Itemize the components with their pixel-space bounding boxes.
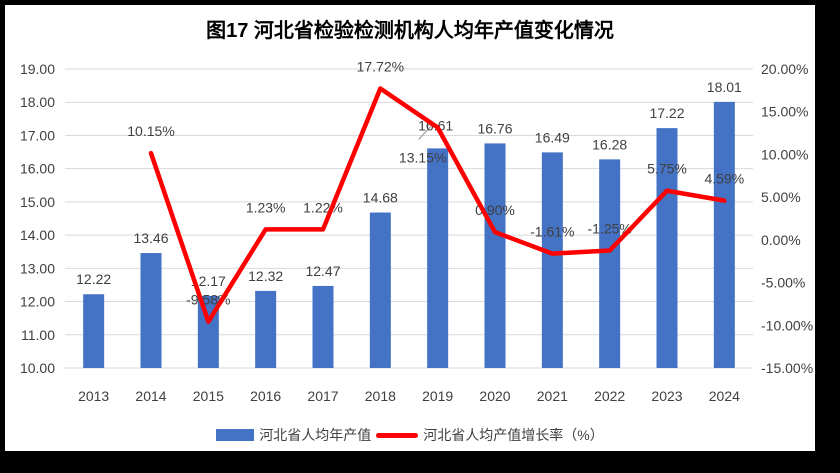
- label-leader-line-2019: [418, 124, 433, 140]
- x-axis-label-2019: 2019: [422, 388, 453, 404]
- left-axis-tick: 16.00: [20, 161, 55, 177]
- bar-2022: [599, 159, 621, 368]
- line-label-2021: -1.61%: [530, 224, 574, 240]
- legend-line-swatch-icon: [376, 432, 419, 438]
- legend-bar-label: 河北省人均年产值: [259, 427, 372, 443]
- bar-label-2013: 12.22: [76, 271, 111, 287]
- bar-2019: [427, 148, 449, 368]
- line-label-2016: 1.23%: [246, 199, 286, 215]
- right-axis-tick: 5.00%: [761, 189, 801, 205]
- bar-label-2015: 12.17: [191, 273, 226, 289]
- bar-label-2022: 16.28: [592, 136, 627, 152]
- left-axis-tick: 17.00: [20, 127, 55, 143]
- right-axis-tick: -5.00%: [761, 275, 805, 291]
- right-axis-tick: 10.00%: [761, 146, 808, 162]
- line-label-2017: 1.22%: [303, 199, 343, 215]
- bar-2017: [312, 285, 334, 368]
- line-label-2014: 10.15%: [127, 123, 174, 139]
- left-axis-tick: 14.00: [20, 227, 55, 243]
- bar-label-2016: 12.32: [248, 268, 283, 284]
- line-label-2023: 5.75%: [647, 161, 687, 177]
- right-axis-tick: -10.00%: [761, 317, 813, 333]
- x-axis-label-2018: 2018: [365, 388, 396, 404]
- left-axis-tick: 10.00: [20, 360, 55, 376]
- bar-label-2020: 16.76: [477, 120, 512, 136]
- legend: 河北省人均年产值 河北省人均产值增长率（%）: [5, 425, 815, 445]
- bar-2018: [369, 212, 391, 368]
- bar-label-2018: 14.68: [363, 190, 398, 206]
- chart-title: 图17 河北省检验检测机构人均年产值变化情况: [206, 20, 614, 42]
- left-axis-tick: 13.00: [20, 260, 55, 276]
- bar-2013: [83, 294, 105, 368]
- x-axis-label-2020: 2020: [479, 388, 510, 404]
- x-axis-label-2016: 2016: [250, 388, 281, 404]
- right-axis-tick: 0.00%: [761, 232, 801, 248]
- line-label-2022: -1.25%: [587, 221, 631, 237]
- bar-2024: [713, 101, 735, 368]
- bar-label-2023: 17.22: [649, 105, 684, 121]
- right-axis-tick: 15.00%: [761, 104, 808, 120]
- left-axis-tick: 12.00: [20, 294, 55, 310]
- growth-rate-line: [148, 86, 727, 324]
- x-axis-label-2022: 2022: [594, 388, 625, 404]
- legend-bar-swatch-icon: [216, 429, 255, 441]
- x-axis-label-2021: 2021: [537, 388, 568, 404]
- left-axis-tick: 15.00: [20, 194, 55, 210]
- bar-2014: [140, 253, 162, 368]
- chart-card: 图17 河北省检验检测机构人均年产值变化情况 19.00 18.00 17.00 16…: [5, 5, 815, 451]
- x-axis-label-2017: 2017: [307, 388, 338, 404]
- left-axis-tick: 19.00: [20, 61, 55, 77]
- bar-2016: [255, 290, 277, 368]
- bar-label-2014: 13.46: [133, 230, 168, 246]
- right-axis-tick: 20.00%: [761, 61, 808, 77]
- left-axis-tick: 11.00: [21, 327, 55, 343]
- combo-chart-plot: 19.00 18.00 17.00 16.00 15.00 14.00 13.00 12.00…: [20, 58, 813, 404]
- line-label-2024: 4.59%: [704, 171, 744, 187]
- x-axis-label-2024: 2024: [709, 388, 740, 404]
- bar-2020: [484, 143, 506, 368]
- x-axis-label-2015: 2015: [193, 388, 224, 404]
- right-axis-tick: -15.00%: [761, 360, 813, 376]
- bar-label-2024: 18.01: [707, 79, 742, 95]
- line-label-2018: 17.72%: [357, 58, 404, 74]
- x-axis-label-2023: 2023: [651, 388, 682, 404]
- bar-label-2017: 12.47: [305, 263, 340, 279]
- bar-2023: [656, 128, 678, 368]
- legend-line-label: 河北省人均产值增长率（%）: [423, 427, 604, 443]
- line-label-2019: 13.15%: [399, 150, 446, 166]
- bar-2021: [541, 152, 563, 368]
- left-axis-tick: 18.00: [20, 94, 55, 110]
- x-axis-label-2013: 2013: [78, 388, 109, 404]
- x-axis-label-2014: 2014: [135, 388, 166, 404]
- bar-label-2021: 16.49: [535, 129, 570, 145]
